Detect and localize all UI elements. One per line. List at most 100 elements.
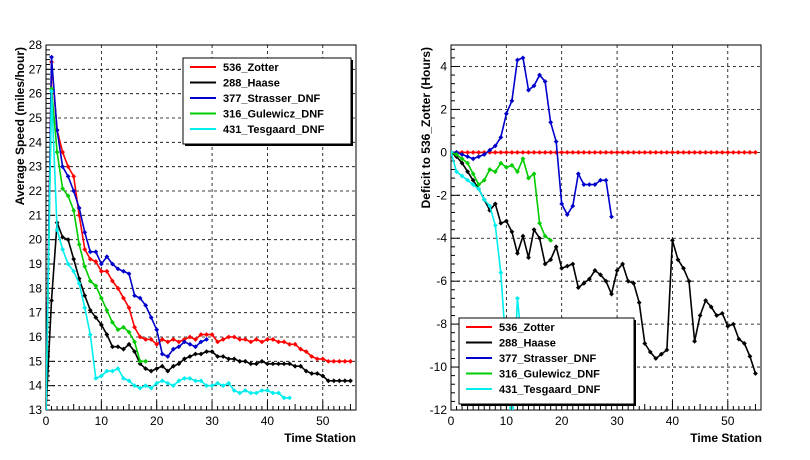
data-point (87, 256, 93, 262)
data-point (181, 356, 187, 362)
y-tick-label: -12 (430, 403, 448, 417)
series-431_Tesgaard_DNF (46, 88, 292, 410)
data-point (753, 149, 758, 155)
legend-label: 288_Haase (223, 78, 280, 90)
data-point (603, 278, 609, 284)
data-point (542, 233, 548, 239)
data-point (303, 349, 309, 354)
data-point (265, 388, 270, 393)
data-point (559, 265, 565, 271)
data-point (592, 268, 598, 273)
data-point (204, 349, 209, 354)
data-point (176, 344, 182, 350)
data-point (137, 334, 143, 340)
data-point (476, 186, 482, 192)
data-point (76, 281, 82, 286)
data-point (137, 361, 143, 367)
legend: 536_Zotter 288_Haase 377_Strasser_DNF 316_G… (182, 57, 353, 146)
y-tick-label: 14 (29, 379, 43, 393)
data-point (132, 293, 137, 299)
data-point (465, 154, 471, 160)
data-point (137, 358, 143, 364)
data-point (187, 341, 193, 347)
data-point (609, 214, 614, 220)
series-377_Strasser_DNF (451, 55, 614, 220)
data-point (115, 266, 121, 272)
legend-label: 536_Zotter (499, 322, 555, 334)
legend-item: 377_Strasser_DNF (190, 93, 321, 105)
data-point (675, 149, 681, 155)
data-point (65, 261, 71, 267)
data-point (242, 388, 248, 393)
legend-item: 536_Zotter (466, 322, 555, 334)
data-point (542, 149, 548, 155)
data-point (586, 149, 592, 155)
data-point (509, 98, 515, 104)
data-point (237, 337, 243, 342)
data-point (237, 358, 243, 364)
data-point (526, 149, 531, 155)
data-point (226, 334, 232, 340)
data-point (331, 358, 337, 364)
y-tick-label: 24 (29, 135, 43, 149)
legend-item: 288_Haase (466, 338, 556, 350)
data-point (49, 88, 54, 94)
data-point (653, 149, 659, 155)
data-point (708, 304, 714, 310)
data-point (126, 329, 132, 335)
data-point (231, 356, 237, 362)
data-point (465, 169, 471, 175)
data-point (49, 298, 54, 303)
data-point (631, 280, 637, 286)
data-point (575, 149, 581, 155)
data-point (193, 378, 198, 384)
data-point (503, 164, 509, 170)
data-point (143, 383, 149, 389)
data-point (470, 177, 476, 183)
data-point (176, 339, 182, 345)
data-point (259, 358, 265, 364)
data-point (170, 363, 176, 369)
data-point (248, 361, 254, 367)
data-point (703, 298, 709, 303)
data-point (104, 307, 110, 313)
data-point (658, 149, 664, 155)
data-point (198, 378, 204, 384)
data-point (54, 227, 60, 233)
y-axis-title: Average Speed (miles/hour) (13, 47, 27, 205)
x-tick-label: 40 (261, 414, 275, 428)
data-point (515, 295, 520, 301)
data-point (259, 339, 265, 345)
y-tick-label: -6 (436, 274, 447, 288)
data-point (181, 339, 187, 345)
data-point (714, 149, 720, 155)
data-point (741, 149, 747, 155)
y-tick-label: 25 (29, 111, 43, 125)
data-point (647, 349, 653, 355)
data-point (49, 86, 54, 92)
data-point (82, 293, 88, 299)
data-point (325, 358, 331, 364)
data-point (670, 149, 675, 155)
data-point (636, 149, 642, 155)
data-point (736, 336, 742, 342)
data-point (309, 354, 315, 359)
data-point (60, 186, 66, 191)
data-point (287, 341, 292, 347)
data-point (276, 361, 281, 367)
data-point (98, 268, 104, 274)
data-point (298, 363, 304, 369)
data-point (170, 383, 176, 389)
data-point (215, 380, 221, 386)
data-point (60, 247, 66, 252)
legend-item: 431_Tesgaard_DNF (190, 124, 325, 136)
x-tick-label: 50 (721, 414, 735, 428)
data-point (531, 149, 537, 155)
y-tick-label: 26 (29, 87, 43, 101)
data-point (487, 147, 493, 153)
data-point (459, 160, 465, 166)
data-point (148, 385, 154, 391)
y-tick-label: 19 (29, 257, 43, 271)
legend-item: 316_Gulewicz_DNF (190, 109, 324, 121)
y-tick-label: 28 (29, 38, 43, 52)
